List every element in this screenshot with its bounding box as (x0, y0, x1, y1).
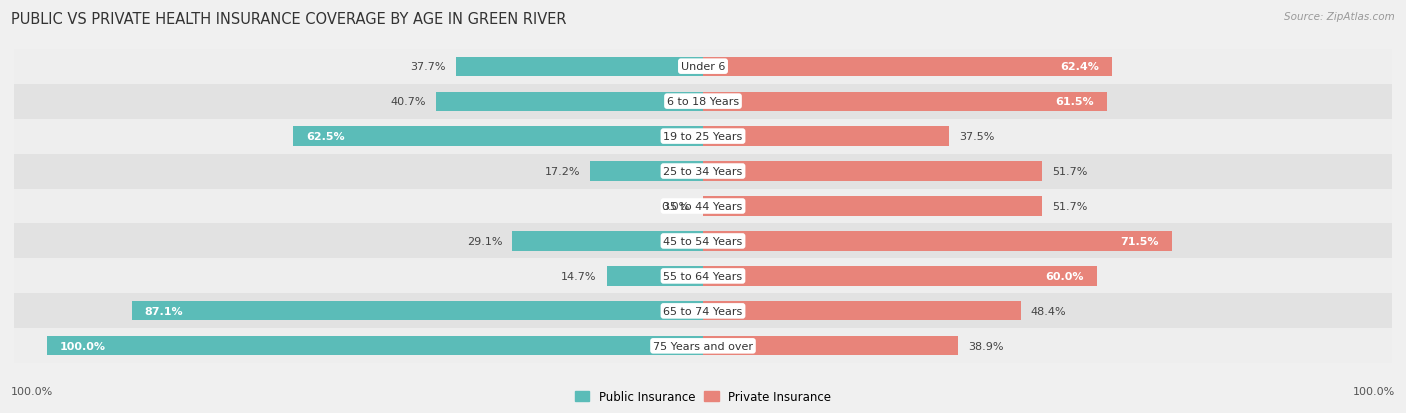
Text: 60.0%: 60.0% (1045, 271, 1084, 281)
Bar (46, 337, 703, 356)
Text: 45 to 54 Years: 45 to 54 Years (664, 236, 742, 247)
Text: 25 to 34 Years: 25 to 34 Years (664, 166, 742, 177)
Bar (14, 259, 1392, 294)
Bar (703, 337, 959, 356)
Bar (14, 119, 1392, 154)
Text: 29.1%: 29.1% (467, 236, 502, 247)
Bar (14, 189, 1392, 224)
Text: 100.0%: 100.0% (60, 341, 105, 351)
Bar (436, 92, 703, 112)
Text: PUBLIC VS PRIVATE HEALTH INSURANCE COVERAGE BY AGE IN GREEN RIVER: PUBLIC VS PRIVATE HEALTH INSURANCE COVER… (11, 12, 567, 27)
Text: 62.4%: 62.4% (1060, 62, 1099, 72)
Bar (132, 301, 703, 321)
Text: 37.7%: 37.7% (411, 62, 446, 72)
Bar (456, 57, 703, 76)
Bar (703, 267, 1097, 286)
Text: 75 Years and over: 75 Years and over (652, 341, 754, 351)
Text: 51.7%: 51.7% (1052, 202, 1087, 211)
Text: 62.5%: 62.5% (307, 132, 344, 142)
Text: 61.5%: 61.5% (1054, 97, 1094, 107)
Bar (703, 232, 1173, 251)
Text: 100.0%: 100.0% (1353, 387, 1395, 396)
Bar (14, 154, 1392, 189)
Text: 71.5%: 71.5% (1121, 236, 1159, 247)
Bar (14, 224, 1392, 259)
Text: 19 to 25 Years: 19 to 25 Years (664, 132, 742, 142)
Text: 17.2%: 17.2% (544, 166, 581, 177)
Text: 65 to 74 Years: 65 to 74 Years (664, 306, 742, 316)
Bar (14, 294, 1392, 329)
Text: 40.7%: 40.7% (391, 97, 426, 107)
Text: 14.7%: 14.7% (561, 271, 596, 281)
Text: 0.0%: 0.0% (662, 202, 690, 211)
Text: 6 to 18 Years: 6 to 18 Years (666, 97, 740, 107)
Bar (14, 329, 1392, 363)
Text: 51.7%: 51.7% (1052, 166, 1087, 177)
Text: 35 to 44 Years: 35 to 44 Years (664, 202, 742, 211)
Bar (703, 197, 1042, 216)
Text: 87.1%: 87.1% (145, 306, 183, 316)
Bar (703, 92, 1107, 112)
Text: Under 6: Under 6 (681, 62, 725, 72)
Legend: Public Insurance, Private Insurance: Public Insurance, Private Insurance (571, 385, 835, 408)
Bar (606, 267, 703, 286)
Text: 37.5%: 37.5% (959, 132, 994, 142)
Bar (14, 84, 1392, 119)
Bar (292, 127, 703, 146)
Text: 55 to 64 Years: 55 to 64 Years (664, 271, 742, 281)
Text: 100.0%: 100.0% (11, 387, 53, 396)
Bar (703, 127, 949, 146)
Bar (512, 232, 703, 251)
Text: 38.9%: 38.9% (969, 341, 1004, 351)
Bar (703, 57, 1112, 76)
Text: Source: ZipAtlas.com: Source: ZipAtlas.com (1284, 12, 1395, 22)
Bar (703, 301, 1021, 321)
Bar (14, 50, 1392, 84)
Bar (591, 162, 703, 181)
Bar (703, 162, 1042, 181)
Text: 48.4%: 48.4% (1031, 306, 1066, 316)
